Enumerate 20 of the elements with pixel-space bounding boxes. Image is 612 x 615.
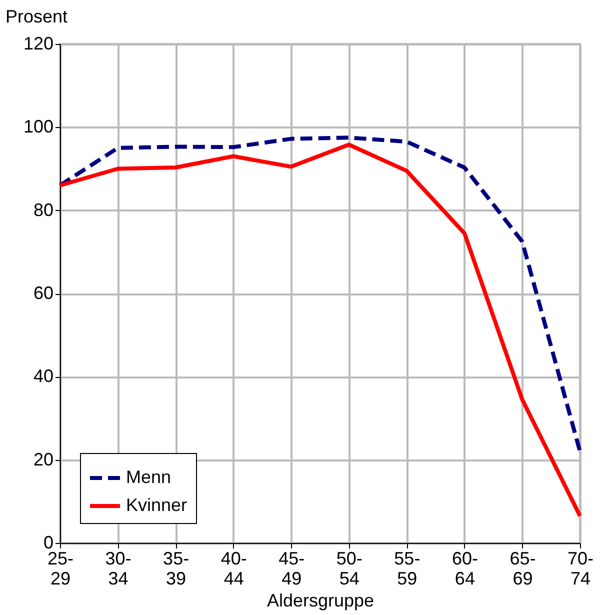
y-tick-label: 100 (23, 116, 54, 137)
line-series (58, 142, 582, 518)
y-tick-label: 80 (33, 200, 54, 220)
x-tick-label: 60-64 (452, 548, 478, 588)
x-axis-title: Aldersgruppe (266, 590, 374, 610)
legend-label: Menn (126, 467, 172, 487)
x-tick-label: 50-54 (336, 548, 362, 588)
x-tick-label: 40-44 (220, 548, 247, 588)
legend-label: Kvinner (126, 495, 188, 515)
x-tick-label: 65-69 (510, 548, 536, 588)
x-tick-label: 35-39 (163, 548, 190, 588)
x-tick-label: 45-49 (278, 548, 305, 588)
x-tick-label: 55-59 (394, 548, 420, 588)
y-tick-label: 40 (33, 366, 54, 386)
y-axis-title: Prosent (6, 6, 68, 26)
x-tick-label: 30-34 (105, 548, 132, 588)
y-tick-label: 120 (23, 34, 54, 54)
y-tick-label: 60 (33, 283, 54, 303)
y-tick-label: 20 (33, 449, 54, 470)
x-tick-label: 70-74 (567, 548, 594, 588)
